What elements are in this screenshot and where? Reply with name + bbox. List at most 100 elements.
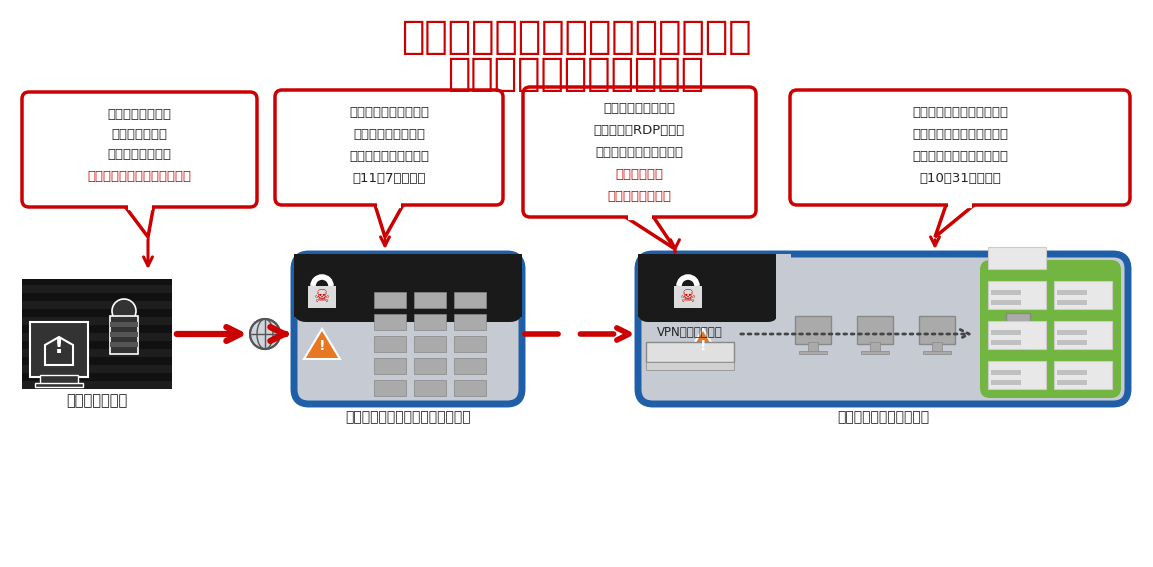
Text: システム上の弱点を悪用した攻撃: システム上の弱点を悪用した攻撃	[401, 18, 752, 56]
Bar	[308, 286, 336, 308]
Bar	[454, 292, 487, 308]
Text: データセンターの: データセンターの	[107, 108, 172, 121]
Text: 電子カルテシステムを含む: 電子カルテシステムを含む	[912, 128, 1008, 141]
Text: （11月7日公表）: （11月7日公表）	[353, 171, 425, 184]
Bar	[414, 358, 446, 374]
Bar	[454, 380, 487, 396]
Text: !: !	[318, 339, 325, 353]
Bar	[646, 342, 734, 362]
Text: !: !	[700, 339, 707, 353]
Text: 医療機関への: 医療機関への	[616, 168, 663, 181]
Bar	[374, 358, 406, 374]
Polygon shape	[304, 329, 340, 359]
Text: サーバからRDPによる: サーバからRDPによる	[594, 125, 685, 138]
Bar	[454, 358, 487, 374]
Bar	[22, 285, 172, 293]
FancyBboxPatch shape	[790, 90, 1130, 205]
Bar	[990, 370, 1022, 375]
Bar	[110, 316, 138, 354]
Circle shape	[112, 299, 136, 323]
Bar	[1057, 370, 1087, 375]
Bar	[990, 290, 1022, 295]
Bar	[638, 254, 778, 317]
Bar	[374, 336, 406, 352]
Polygon shape	[935, 205, 974, 237]
Bar	[646, 362, 734, 370]
Bar	[871, 342, 880, 352]
Text: 大量の不正な通信を確認: 大量の不正な通信を確認	[595, 146, 684, 159]
Bar	[799, 351, 827, 354]
Bar	[414, 336, 446, 352]
Bar	[1007, 313, 1030, 349]
FancyBboxPatch shape	[22, 92, 257, 207]
Text: （国内医療機関の事例）: （国内医療機関の事例）	[447, 55, 704, 93]
Bar	[919, 316, 955, 344]
Bar	[22, 279, 172, 389]
Bar	[414, 292, 446, 308]
Polygon shape	[625, 217, 675, 249]
FancyBboxPatch shape	[980, 260, 1121, 398]
Bar	[22, 365, 172, 373]
Bar	[110, 322, 138, 327]
Text: 提供時間の遅れが発生: 提供時間の遅れが発生	[349, 150, 429, 163]
FancyBboxPatch shape	[523, 87, 756, 217]
Bar	[924, 351, 951, 354]
Text: 給食委託事業者のデータセンター: 給食委託事業者のデータセンター	[345, 410, 470, 424]
Text: リモート接続機器: リモート接続機器	[107, 147, 172, 160]
Bar	[1054, 361, 1111, 389]
Text: 侵入経路の可能性: 侵入経路の可能性	[608, 191, 671, 204]
Text: サイバー犯罪者: サイバー犯罪者	[67, 393, 128, 408]
Text: ランサムウェア感染により: ランサムウェア感染により	[912, 105, 1008, 119]
Bar	[808, 342, 817, 352]
Bar	[1057, 290, 1087, 295]
FancyBboxPatch shape	[638, 254, 1128, 404]
Bar	[414, 314, 446, 330]
Bar	[414, 380, 446, 396]
Circle shape	[250, 319, 280, 349]
FancyBboxPatch shape	[276, 90, 503, 205]
Bar	[30, 322, 88, 377]
Bar	[22, 349, 172, 357]
Polygon shape	[685, 329, 721, 359]
Bar	[374, 314, 406, 330]
Text: VPNによる閉域網: VPNによる閉域網	[657, 325, 723, 338]
Bar	[1057, 300, 1087, 305]
FancyBboxPatch shape	[294, 254, 522, 404]
Bar	[990, 380, 1022, 385]
Text: データセンター内の: データセンター内の	[603, 103, 676, 116]
Bar	[988, 247, 1046, 269]
Bar	[1057, 330, 1087, 335]
Text: ランサムウェア感染で: ランサムウェア感染で	[349, 105, 429, 119]
Bar	[22, 381, 172, 389]
Bar	[796, 316, 831, 344]
Bar	[1054, 281, 1111, 309]
Bar	[294, 254, 522, 317]
Bar	[454, 314, 487, 330]
Bar	[35, 383, 83, 387]
Bar	[22, 301, 172, 309]
Text: ☠: ☠	[680, 288, 696, 306]
Bar	[1054, 321, 1111, 349]
Bar	[22, 317, 172, 325]
Bar	[675, 286, 702, 308]
Bar	[40, 375, 78, 385]
Text: メンテナンス用: メンテナンス用	[112, 128, 167, 141]
Text: 医療機関のネットワーク: 医療機関のネットワーク	[837, 410, 929, 424]
Text: ☠: ☠	[314, 288, 330, 306]
FancyBboxPatch shape	[638, 254, 778, 322]
Text: （10月31日公表）: （10月31日公表）	[919, 171, 1001, 184]
Bar	[776, 254, 791, 322]
Bar	[990, 300, 1022, 305]
Bar	[454, 336, 487, 352]
Bar	[990, 330, 1022, 335]
Bar	[932, 342, 942, 352]
Text: !: !	[54, 337, 65, 357]
Bar	[988, 321, 1046, 349]
Polygon shape	[375, 205, 404, 237]
Polygon shape	[126, 207, 153, 237]
FancyBboxPatch shape	[294, 254, 522, 322]
Bar	[857, 316, 894, 344]
Bar	[861, 351, 889, 354]
Bar	[1057, 340, 1087, 345]
Text: データセンターへの侵入原因: データセンターへの侵入原因	[88, 171, 191, 184]
